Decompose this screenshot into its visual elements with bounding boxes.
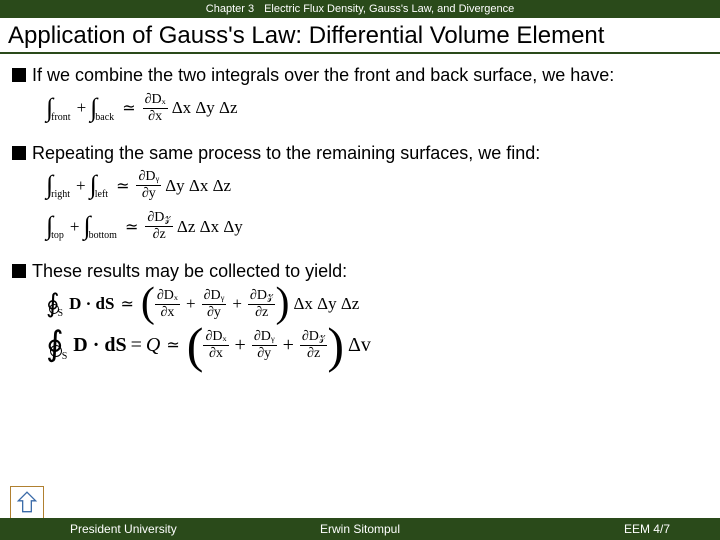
bullet-1-text: If we combine the two integrals over the… xyxy=(32,64,614,87)
content: If we combine the two integrals over the… xyxy=(0,54,720,361)
bullet-2: Repeating the same process to the remain… xyxy=(12,142,708,165)
bullet-icon xyxy=(12,146,26,160)
bullet-icon xyxy=(12,68,26,82)
equation-front-back: ∫front + ∫back ≃ ∂Dₓ∂x Δx Δy Δz xyxy=(46,93,708,124)
footer-left: President University xyxy=(70,522,177,536)
bullet-icon xyxy=(12,264,26,278)
bullet-1: If we combine the two integrals over the… xyxy=(12,64,708,87)
chapter-topic: Electric Flux Density, Gauss's Law, and … xyxy=(264,3,514,15)
page-title: Application of Gauss's Law: Differential… xyxy=(8,22,712,50)
footer-center: Erwin Sitompul xyxy=(320,522,400,536)
equation-final: ∮S D · dS = Q ≃ ( ∂Dₓ∂x + ∂Dᵧ∂y + ∂D𝓏∂z … xyxy=(46,330,708,361)
equation-collected: ∮S D · dS ≃ ( ∂Dₓ∂x + ∂Dᵧ∂y + ∂D𝓏∂z ) Δx… xyxy=(46,289,708,320)
chapter-label: Chapter 3 xyxy=(206,3,254,15)
chapter-bar: Chapter 3 Electric Flux Density, Gauss's… xyxy=(0,0,720,18)
bullet-3: These results may be collected to yield: xyxy=(12,260,708,283)
footer-right: EEM 4/7 xyxy=(624,522,670,536)
equation-right-left: ∫right + ∫left ≃ ∂Dᵧ∂y Δy Δx Δz xyxy=(46,170,708,201)
footer-bar: President University Erwin Sitompul EEM … xyxy=(0,518,720,540)
equation-top-bottom: ∫top + ∫bottom ≃ ∂D𝓏∂z Δz Δx Δy xyxy=(46,211,708,242)
title-bar: Application of Gauss's Law: Differential… xyxy=(0,18,720,54)
bullet-2-text: Repeating the same process to the remain… xyxy=(32,142,540,165)
bullet-3-text: These results may be collected to yield: xyxy=(32,260,347,283)
university-logo xyxy=(10,486,44,520)
